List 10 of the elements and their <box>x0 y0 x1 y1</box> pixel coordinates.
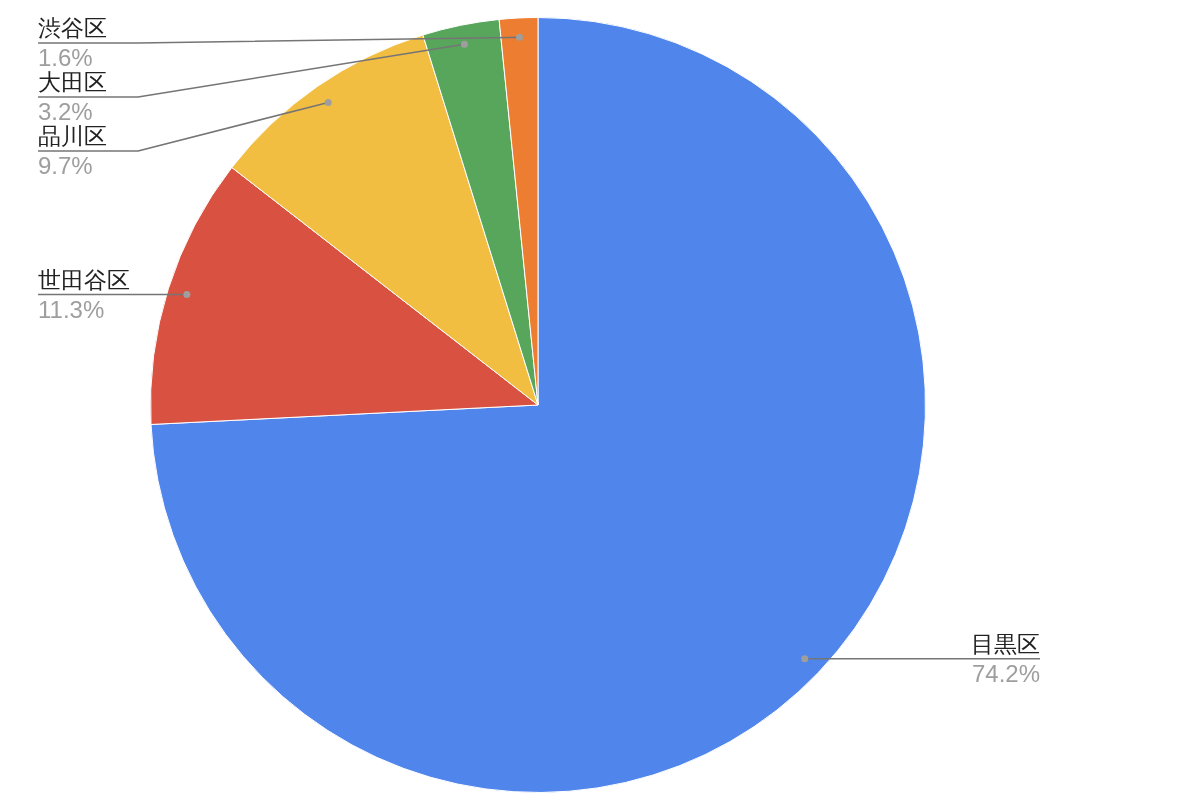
slice-label: 目黒区 <box>971 630 1040 657</box>
slice-label: 品川区 <box>38 123 107 149</box>
data-label: 3.2% <box>38 98 93 125</box>
slice-label: 渋谷区 <box>38 15 107 41</box>
slice-label: 世田谷区 <box>38 266 130 293</box>
data-label: 1.6% <box>38 44 93 71</box>
data-label: 74.2% <box>971 659 1040 687</box>
slice-label: 大田区 <box>38 69 107 95</box>
data-label: 11.3% <box>38 295 105 323</box>
data-label: 9.7% <box>38 152 93 179</box>
